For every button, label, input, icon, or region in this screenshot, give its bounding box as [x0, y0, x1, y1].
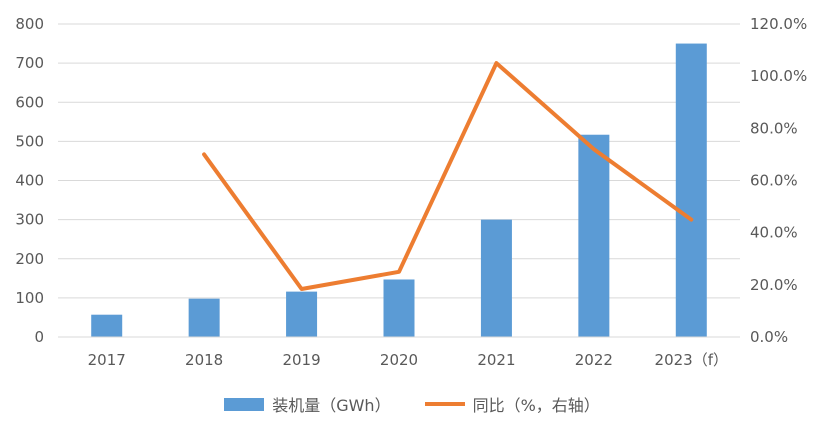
legend: 装机量（GWh） 同比（%，右轴）: [0, 392, 824, 416]
y-left-tick-label: 600: [15, 93, 44, 111]
x-tick-label: 2020: [380, 351, 418, 369]
x-tick-label: 2023（f）: [655, 351, 728, 369]
x-tick-label: 2018: [185, 351, 223, 369]
bar-series: [91, 43, 707, 337]
legend-item-line: 同比（%，右轴）: [424, 392, 600, 416]
x-tick-label: 2019: [282, 351, 320, 369]
y-left-tick-label: 300: [15, 211, 44, 229]
y-right-tick-label: 100.0%: [750, 67, 807, 85]
y-left-tick-label: 700: [15, 54, 44, 72]
bar: [383, 279, 415, 337]
bar: [578, 134, 610, 337]
chart-svg: 0 100 200 300 400 500 600 700 800 0.0% 20.0% 40.0% 6…: [15, 15, 807, 369]
grid: [58, 23, 740, 299]
y-left-tick-label: 500: [15, 132, 44, 150]
line-series: [202, 61, 694, 291]
y-right-tick-label: 60.0%: [750, 172, 798, 190]
x-tick-label: 2021: [477, 351, 515, 369]
y-left-tick-label: 100: [15, 289, 44, 307]
y-right-tick-label: 80.0%: [750, 119, 798, 137]
y-right-tick-label: 0.0%: [750, 328, 788, 346]
legend-label-bars: 装机量（GWh）: [272, 396, 391, 415]
legend-item-bars: 装机量（GWh）: [224, 392, 391, 416]
legend-bar-swatch: [224, 397, 265, 411]
legend-label-line: 同比（%，右轴）: [472, 396, 600, 415]
bar: [91, 314, 123, 337]
y-right-tick-label: 20.0%: [750, 276, 798, 294]
y-left-tick-label: 200: [15, 250, 44, 268]
x-tick-label: 2022: [575, 351, 613, 369]
y-left-tick-label: 0: [34, 328, 44, 346]
axes: 0 100 200 300 400 500 600 700 800 0.0% 20.0% 40.0% 6…: [15, 15, 807, 369]
legend-line-swatch: [424, 402, 465, 406]
y-right-tick-label: 120.0%: [750, 15, 807, 33]
bar: [675, 43, 707, 337]
y-right-tick-label: 40.0%: [750, 224, 798, 242]
bar: [286, 291, 318, 337]
x-tick-label: 2017: [88, 351, 126, 369]
y-left-tick-label: 800: [15, 15, 44, 33]
y-left-tick-label: 400: [15, 172, 44, 190]
bar: [188, 298, 220, 337]
line-path: [202, 61, 694, 291]
bar: [480, 219, 512, 337]
